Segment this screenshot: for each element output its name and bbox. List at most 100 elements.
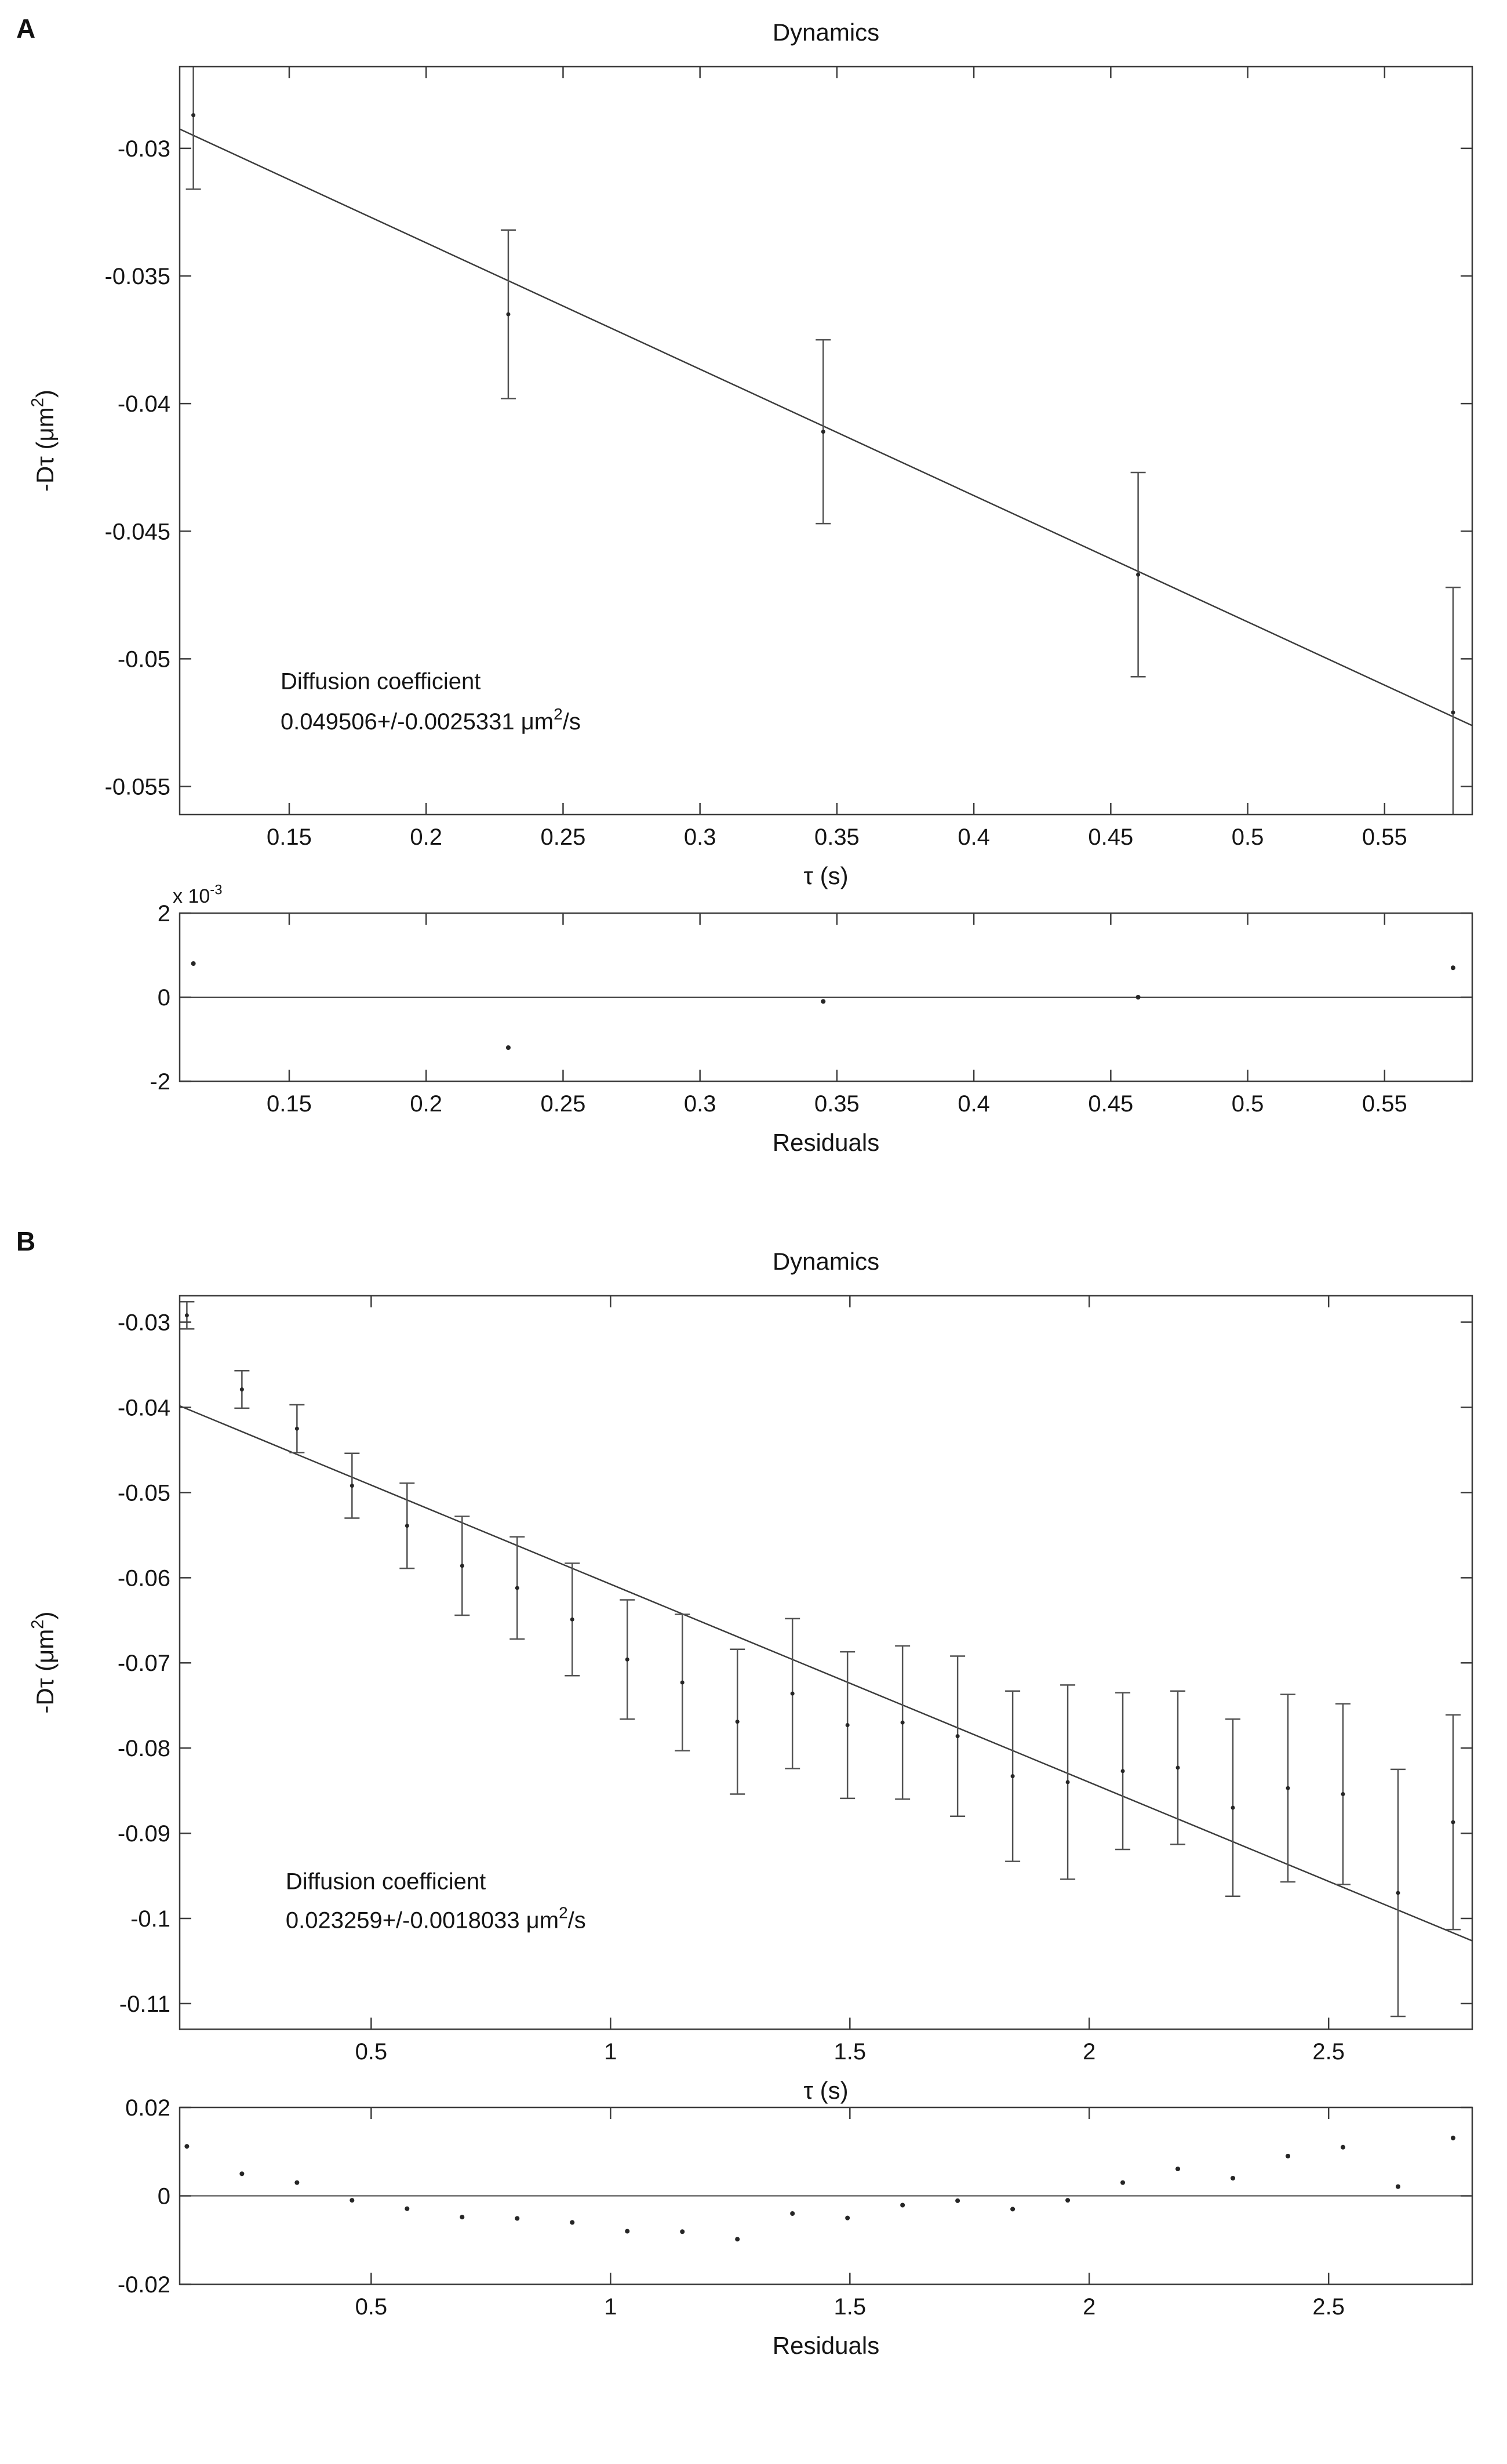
data-point-marker bbox=[955, 1734, 960, 1739]
x-tick-label: 1 bbox=[604, 2294, 617, 2320]
data-point-marker bbox=[1395, 2184, 1400, 2189]
data-point-marker bbox=[1396, 1891, 1400, 1895]
data-point-marker bbox=[294, 2180, 300, 2185]
data-point-marker bbox=[900, 2203, 905, 2208]
x-tick-label: 0.35 bbox=[814, 1091, 860, 1117]
x-tick-label: 0.35 bbox=[814, 824, 860, 850]
data-point-marker bbox=[1286, 1786, 1290, 1790]
y-tick-label: -0.11 bbox=[119, 1991, 170, 2017]
x-tick-label: 0.55 bbox=[1362, 824, 1407, 850]
data-point-marker bbox=[1175, 2166, 1181, 2171]
x-tick-label: 0.45 bbox=[1088, 824, 1133, 850]
data-point-marker bbox=[184, 2144, 190, 2149]
y-tick-label: 2 bbox=[158, 901, 170, 926]
data-point-marker bbox=[1451, 1820, 1455, 1825]
panel_a_residuals: 0.15 0.2 0.25 0.3 0.35 0.4 0.45 0.5 0.55 -2 0 2 Resi… bbox=[150, 882, 1473, 1156]
data-point-marker bbox=[625, 1657, 629, 1662]
x-tick-label: 0.25 bbox=[541, 1091, 586, 1117]
panel_a_main: 0.15 0.2 0.25 0.3 0.35 0.4 0.45 0.5 0.55 -0.055 -0… bbox=[28, 19, 1473, 889]
y-tick-label: -0.1 bbox=[130, 1906, 170, 1932]
data-point-marker bbox=[1065, 1780, 1070, 1785]
axis-exponent-label: x 10-3 bbox=[173, 882, 222, 907]
data-point-marker bbox=[350, 2198, 355, 2203]
data-point-marker bbox=[1120, 2180, 1126, 2185]
y-tick-label: 0 bbox=[158, 2184, 170, 2209]
x-tick-label: 0.25 bbox=[541, 824, 586, 850]
x-tick-label: 2.5 bbox=[1312, 2294, 1345, 2320]
data-point-marker bbox=[680, 2229, 685, 2234]
residuals-series bbox=[191, 961, 1455, 1050]
y-tick-label: -0.035 bbox=[105, 264, 170, 289]
x-axis-label: τ (s) bbox=[803, 2077, 848, 2104]
axes-frame bbox=[179, 66, 1473, 816]
fit-line bbox=[180, 1405, 1472, 1942]
chart-title: Dynamics bbox=[773, 1248, 879, 1275]
data-point-marker bbox=[790, 2211, 795, 2216]
x-tick-label: 1 bbox=[604, 2039, 617, 2065]
y-tick-label: -0.05 bbox=[118, 646, 170, 672]
data-point-marker bbox=[735, 2237, 740, 2242]
fit-line bbox=[180, 128, 1472, 726]
residuals-series bbox=[184, 2135, 1455, 2242]
annotation-line: Diffusion coefficient bbox=[286, 1869, 486, 1894]
data-point-marker bbox=[1450, 965, 1455, 971]
x-tick-label: 0.2 bbox=[410, 824, 442, 850]
data-point-marker bbox=[1231, 2176, 1236, 2180]
panel-b-label: B bbox=[16, 1226, 36, 1256]
data-point-marker bbox=[790, 1691, 795, 1696]
data-point-marker bbox=[191, 113, 196, 118]
x-tick-label: 0.4 bbox=[958, 1091, 990, 1117]
data-point-marker bbox=[1231, 1805, 1235, 1810]
y-tick-label: -0.055 bbox=[105, 775, 170, 800]
y-tick-label: -0.04 bbox=[118, 391, 170, 417]
data-point-marker bbox=[1341, 2145, 1345, 2150]
data-point-marker bbox=[505, 1045, 511, 1050]
data-point-marker bbox=[515, 1586, 519, 1590]
x-tick-label: 0.5 bbox=[1232, 824, 1264, 850]
y-tick-label: -0.08 bbox=[118, 1736, 170, 1761]
x-tick-label: 0.5 bbox=[1232, 1091, 1264, 1117]
x-tick-label: 1.5 bbox=[833, 2039, 866, 2065]
x-tick-label: 0.15 bbox=[267, 1091, 312, 1117]
y-tick-label: -0.06 bbox=[118, 1565, 170, 1591]
data-point-marker bbox=[350, 1484, 354, 1488]
data-point-marker bbox=[845, 2215, 850, 2220]
x-tick-label: 0.3 bbox=[684, 824, 716, 850]
data-point-marker bbox=[1136, 572, 1141, 577]
data-point-marker bbox=[1451, 710, 1455, 715]
data-point-marker bbox=[570, 1617, 574, 1622]
x-tick-label: 2.5 bbox=[1312, 2039, 1345, 2065]
msd-errorbar-series bbox=[180, 1301, 1461, 2018]
x-tick-label: 0.15 bbox=[267, 824, 312, 850]
x-tick-label: 2 bbox=[1083, 2039, 1095, 2065]
y-tick-label: -0.045 bbox=[105, 519, 170, 544]
data-point-marker bbox=[900, 1720, 905, 1725]
x-axis-label: Residuals bbox=[773, 1129, 879, 1156]
x-tick-label: 0.2 bbox=[410, 1091, 442, 1117]
y-axis-label: -Dτ (μm2) bbox=[28, 1611, 59, 1713]
x-tick-label: 2 bbox=[1083, 2294, 1095, 2320]
data-point-marker bbox=[1010, 1774, 1015, 1779]
x-tick-label: 0.45 bbox=[1088, 1091, 1133, 1117]
data-point-marker bbox=[460, 2215, 465, 2220]
data-point-marker bbox=[1286, 2153, 1291, 2158]
y-tick-label: 0 bbox=[158, 985, 170, 1011]
data-point-marker bbox=[625, 2229, 630, 2234]
y-tick-label: -0.05 bbox=[118, 1480, 170, 1506]
y-tick-label: -0.02 bbox=[118, 2272, 170, 2298]
x-axis-label: Residuals bbox=[773, 2332, 879, 2359]
data-point-marker bbox=[515, 2216, 520, 2221]
x-axis-label: τ (s) bbox=[803, 862, 848, 889]
data-point-marker bbox=[239, 1387, 244, 1392]
y-tick-label: -0.09 bbox=[118, 1821, 170, 1847]
data-point-marker bbox=[1010, 2207, 1015, 2212]
x-tick-label: 0.55 bbox=[1362, 1091, 1407, 1117]
annotation-line: 0.049506+/-0.0025331 μm2/s bbox=[281, 705, 581, 735]
data-point-marker bbox=[405, 2206, 410, 2211]
y-tick-label: -0.03 bbox=[118, 136, 170, 162]
data-point-marker bbox=[239, 2171, 245, 2176]
data-point-marker bbox=[821, 430, 825, 434]
data-point-marker bbox=[1120, 1769, 1125, 1774]
data-point-marker bbox=[294, 1426, 299, 1431]
data-point-marker bbox=[460, 1564, 464, 1568]
